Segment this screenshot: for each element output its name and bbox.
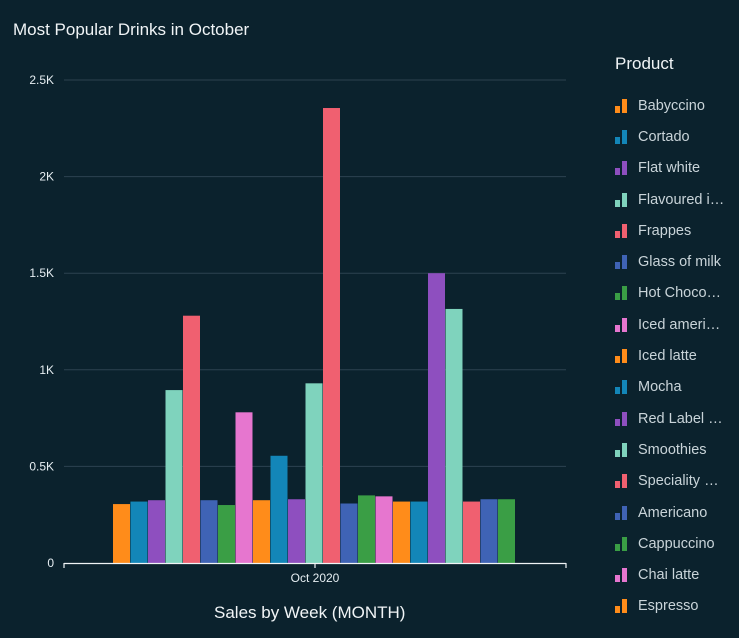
x-axis: Oct 2020 (63, 562, 567, 585)
y-tick-label: 2K (39, 170, 54, 184)
legend-items: Babyccino Cortado Flat white Flavoured i… Fr… (615, 90, 735, 622)
legend-label: Iced latte (638, 348, 697, 365)
bar[interactable] (340, 503, 358, 563)
legend-swatch-icon (615, 98, 627, 113)
legend-item[interactable]: Espresso (615, 591, 735, 622)
bar[interactable] (428, 273, 445, 563)
x-axis-title: Sales by Week (MONTH) (214, 603, 406, 622)
legend-label: Mocha (638, 379, 682, 396)
y-tick-label: 1.5K (29, 266, 54, 280)
bar[interactable] (480, 499, 498, 563)
y-tick-label: 1K (39, 363, 54, 377)
legend-label: Babyccino (638, 97, 705, 114)
legend-label: Hot Choco… (638, 285, 722, 302)
legend-label: Espresso (638, 598, 699, 615)
legend-item[interactable]: Chai latte (615, 559, 735, 590)
legend-swatch-icon (615, 380, 627, 395)
legend-swatch-icon (615, 568, 627, 583)
bar[interactable] (463, 501, 480, 563)
legend-swatch-icon (615, 255, 627, 270)
legend-label: Glass of milk (638, 254, 721, 271)
legend: Product Babyccino Cortado Flat white Flavou… (615, 54, 735, 622)
legend-item[interactable]: Flat white (615, 153, 735, 184)
legend-swatch-icon (615, 474, 627, 489)
bars-layer (113, 108, 515, 563)
legend-swatch-icon (615, 411, 627, 426)
legend-item[interactable]: Cappuccino (615, 528, 735, 559)
legend-item[interactable]: Glass of milk (615, 246, 735, 277)
legend-label: Speciality … (638, 473, 719, 490)
bar[interactable] (183, 315, 200, 563)
bar[interactable] (165, 390, 183, 563)
legend-item[interactable]: Iced ameri… (615, 309, 735, 340)
bar[interactable] (270, 455, 288, 563)
bar[interactable] (358, 495, 375, 563)
legend-item[interactable]: Hot Choco… (615, 278, 735, 309)
y-tick-label: 0 (47, 556, 54, 570)
legend-label: Red Label … (638, 410, 723, 427)
bar[interactable] (410, 501, 428, 563)
legend-swatch-icon (615, 223, 627, 238)
bar[interactable] (498, 499, 515, 563)
bar[interactable] (393, 501, 410, 563)
bar-chart: 0 0.5K 1K 1.5K 2K 2.5K Oct 2020 (29, 73, 567, 585)
legend-swatch-icon (615, 192, 627, 207)
legend-item[interactable]: Red Label … (615, 403, 735, 434)
legend-swatch-icon (615, 317, 627, 332)
legend-item[interactable]: Speciality … (615, 466, 735, 497)
legend-label: Chai latte (638, 567, 700, 584)
legend-swatch-icon (615, 536, 627, 551)
legend-label: Iced ameri… (638, 316, 721, 333)
legend-label: Cortado (638, 128, 690, 145)
legend-item[interactable]: Flavoured i… (615, 184, 735, 215)
legend-item[interactable]: Iced latte (615, 340, 735, 371)
y-tick-label: 2.5K (29, 73, 54, 87)
y-axis-ticks: 0 0.5K 1K 1.5K 2K 2.5K (29, 73, 54, 570)
legend-item[interactable]: Cortado (615, 121, 735, 152)
legend-label: Flat white (638, 160, 701, 177)
legend-swatch-icon (615, 161, 627, 176)
legend-item[interactable]: Americano (615, 497, 735, 528)
bar[interactable] (113, 504, 130, 563)
legend-label: Smoothies (638, 441, 707, 458)
bar[interactable] (253, 500, 270, 563)
legend-swatch-icon (615, 129, 627, 144)
x-tick-label: Oct 2020 (291, 571, 340, 585)
legend-item[interactable]: Smoothies (615, 434, 735, 465)
legend-swatch-icon (615, 286, 627, 301)
legend-swatch-icon (615, 349, 627, 364)
legend-swatch-icon (615, 505, 627, 520)
bar[interactable] (445, 308, 463, 563)
y-tick-label: 0.5K (29, 459, 54, 473)
bar[interactable] (235, 412, 253, 563)
legend-label: Americano (638, 504, 708, 521)
legend-swatch-icon (615, 442, 627, 457)
legend-item[interactable]: Mocha (615, 372, 735, 403)
legend-title: Product (615, 54, 674, 73)
bar[interactable] (288, 499, 305, 563)
chart-title: Most Popular Drinks in October (13, 20, 250, 39)
legend-swatch-icon (615, 599, 627, 614)
legend-label: Frappes (638, 222, 692, 239)
bar[interactable] (305, 383, 323, 563)
legend-item[interactable]: Frappes (615, 215, 735, 246)
legend-label: Flavoured i… (638, 191, 725, 208)
legend-label: Cappuccino (638, 535, 715, 552)
bar[interactable] (200, 500, 218, 563)
bar[interactable] (218, 505, 235, 563)
legend-item[interactable]: Babyccino (615, 90, 735, 121)
bar[interactable] (323, 108, 340, 563)
bar[interactable] (130, 501, 148, 563)
bar[interactable] (375, 496, 393, 563)
bar[interactable] (148, 500, 165, 563)
